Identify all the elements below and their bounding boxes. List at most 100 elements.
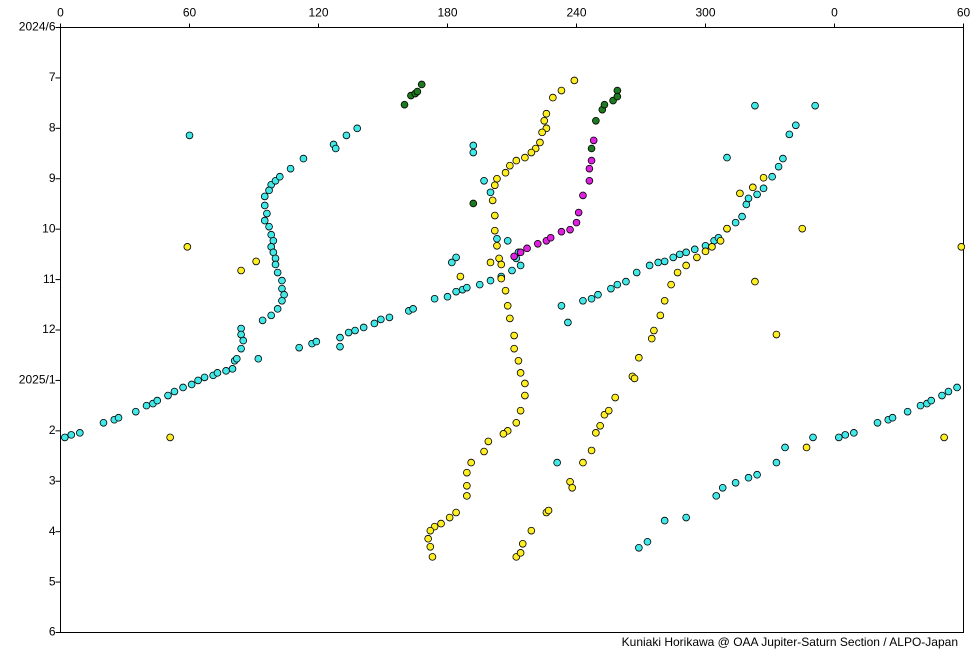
- point: [632, 268, 641, 277]
- point: [510, 252, 518, 261]
- point: [630, 374, 639, 383]
- point: [587, 144, 596, 153]
- point: [768, 172, 776, 181]
- point: [753, 470, 761, 479]
- point: [409, 305, 417, 313]
- point: [164, 391, 172, 400]
- point: [497, 260, 506, 269]
- point: [512, 418, 521, 427]
- point: [579, 296, 587, 305]
- point: [579, 458, 587, 467]
- point: [475, 280, 484, 289]
- point: [731, 218, 740, 227]
- point: [850, 429, 858, 437]
- point: [463, 481, 471, 490]
- point: [463, 283, 471, 292]
- point: [753, 190, 761, 199]
- y-tick-label: 2: [49, 423, 56, 437]
- point: [673, 268, 682, 277]
- y-tick-label: 9: [49, 171, 56, 185]
- plot-frame: [60, 27, 964, 633]
- point: [486, 258, 495, 267]
- point: [263, 209, 271, 218]
- point: [650, 326, 658, 335]
- point: [903, 407, 912, 416]
- y-tick-label: 8: [49, 121, 56, 135]
- point: [497, 274, 506, 283]
- point: [723, 153, 731, 162]
- point: [185, 131, 194, 140]
- point: [592, 429, 600, 437]
- point: [273, 305, 282, 313]
- point: [748, 183, 757, 192]
- point: [437, 519, 445, 528]
- point: [568, 484, 576, 492]
- point: [953, 383, 961, 392]
- point: [506, 161, 514, 170]
- point: [426, 526, 435, 535]
- point: [213, 369, 222, 377]
- point: [452, 287, 460, 296]
- point: [299, 154, 308, 163]
- point: [587, 156, 596, 165]
- point: [267, 311, 276, 320]
- y-tick-label: 10: [42, 221, 56, 235]
- point: [490, 211, 499, 220]
- point: [611, 393, 619, 402]
- point: [493, 174, 501, 183]
- point: [557, 301, 566, 310]
- point: [785, 130, 794, 139]
- point: [809, 433, 817, 442]
- y-tick-label: 7: [49, 70, 56, 84]
- point: [536, 138, 544, 147]
- point: [336, 342, 344, 351]
- point: [604, 406, 613, 415]
- point: [61, 433, 69, 442]
- point: [131, 407, 140, 416]
- y-tick-label: 5: [49, 574, 56, 588]
- point: [443, 292, 452, 301]
- point: [751, 101, 759, 110]
- point: [342, 131, 351, 140]
- point: [660, 516, 669, 525]
- point: [179, 383, 187, 392]
- point: [353, 124, 362, 133]
- point: [660, 257, 669, 266]
- point: [587, 294, 596, 303]
- point: [521, 391, 529, 400]
- point: [413, 87, 422, 96]
- point: [503, 301, 512, 310]
- point: [486, 188, 495, 197]
- point: [712, 492, 721, 500]
- point: [67, 431, 76, 439]
- point: [273, 268, 282, 277]
- point: [265, 186, 273, 195]
- point: [731, 478, 740, 487]
- point: [779, 154, 787, 163]
- point: [278, 296, 286, 305]
- x-tick-label: 0: [831, 6, 838, 20]
- point: [645, 261, 654, 270]
- point: [811, 101, 819, 110]
- x-tick-label: 240: [566, 6, 586, 20]
- point: [467, 458, 475, 467]
- point: [540, 116, 549, 125]
- point: [424, 534, 432, 543]
- point: [772, 330, 781, 339]
- point: [187, 380, 196, 389]
- point: [447, 258, 456, 267]
- y-tick-label: 2025/1: [19, 373, 56, 387]
- point: [490, 226, 499, 235]
- point: [751, 277, 759, 286]
- point: [501, 168, 510, 177]
- point: [585, 176, 594, 185]
- point: [957, 243, 966, 251]
- point: [549, 93, 557, 102]
- point: [275, 172, 284, 181]
- point: [508, 266, 516, 275]
- point: [428, 553, 437, 561]
- point: [99, 418, 108, 427]
- point: [452, 253, 460, 262]
- point: [76, 429, 84, 437]
